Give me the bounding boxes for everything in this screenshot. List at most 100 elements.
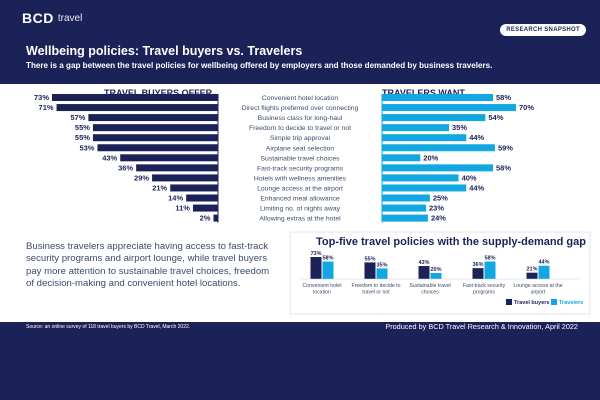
travelers-bar [382, 204, 427, 212]
mini-category-label: Lounge access at the [513, 283, 562, 289]
travelers-value-label: 54% [488, 113, 503, 122]
buyers-value-label: 21% [152, 183, 167, 192]
mini-travelers-bar [538, 265, 550, 279]
travelers-bar [382, 174, 459, 182]
mini-category-label: airport [531, 290, 546, 296]
travelers-bar [382, 144, 495, 152]
buyers-bar [88, 114, 218, 122]
mini-buyers-value: 73% [310, 251, 321, 257]
mini-travelers-bar [484, 261, 496, 279]
buyers-bar [152, 174, 218, 182]
mini-buyers-bar [418, 266, 430, 279]
legend-travelers-label: Travelers [559, 300, 583, 306]
travelers-value-label: 23% [429, 204, 444, 213]
category-label: Limiting no. of nights away [260, 206, 341, 213]
travelers-bar [382, 184, 467, 192]
mini-buyers-value: 43% [418, 260, 429, 266]
mini-buyers-bar [526, 272, 538, 279]
buyers-value-label: 55% [75, 133, 90, 142]
travelers-value-label: 58% [496, 163, 511, 172]
buyers-bar [56, 104, 219, 112]
mini-buyers-value: 21% [526, 267, 537, 273]
buyers-bar [120, 154, 218, 162]
butterfly-chart-group: 73% 58% Convenient hotel location 71% 70% Dir… [34, 93, 534, 223]
category-label: Lounge access at the airport [257, 185, 343, 192]
mini-travelers-value: 58% [484, 256, 495, 262]
travelers-value-label: 25% [433, 194, 448, 203]
mini-travelers-bar [376, 268, 388, 279]
buyers-bar [170, 184, 218, 192]
buyers-value-label: 57% [70, 113, 85, 122]
category-label: Allowing extras at the hotel [259, 216, 341, 223]
travelers-value-label: 59% [498, 143, 513, 152]
buyers-bar [52, 94, 218, 101]
mini-travelers-bar [430, 272, 442, 279]
buyers-value-label: 53% [79, 143, 94, 152]
left-column-title: TRAVEL BUYERS OFFER [104, 88, 213, 98]
travelers-bar [382, 134, 467, 142]
produced-by: Produced by BCD Travel Research & Innova… [385, 322, 578, 331]
travelers-bar [382, 214, 428, 222]
buyers-value-label: 29% [134, 173, 149, 182]
summary-paragraph: Business travelers appreciate having acc… [26, 241, 270, 290]
mini-travelers-bar [322, 261, 334, 279]
buyers-bar [97, 144, 218, 152]
travelers-value-label: 24% [431, 214, 446, 223]
category-label: Airplane seat selection [266, 145, 335, 152]
mini-buyers-value: 36% [472, 262, 483, 268]
travelers-value-label: 35% [452, 123, 467, 132]
travelers-value-label: 44% [469, 183, 484, 192]
right-column-title: TRAVELERS WANT [382, 88, 465, 98]
category-label: Simple trip approval [270, 135, 331, 142]
travelers-value-label: 70% [519, 103, 534, 112]
category-label: Hotels with wellness amenities [254, 175, 347, 182]
category-label: Fast-track security programs [257, 165, 344, 172]
buyers-bar [92, 134, 218, 142]
travelers-value-label: 44% [469, 133, 484, 142]
travelers-value-label: 58% [496, 93, 511, 102]
mini-category-label: location [313, 290, 331, 296]
buyers-value-label: 73% [34, 93, 49, 102]
legend-travelers-swatch [551, 299, 557, 305]
bcd-logo: BCD travel [22, 10, 82, 26]
mini-category-label: Sustainable travel [409, 283, 450, 289]
mini-chart-title: Top-five travel policies with the supply… [316, 236, 586, 248]
mini-category-label: travel or not [362, 290, 390, 296]
category-label: Sustainable travel choices [261, 155, 341, 162]
travelers-bar [382, 104, 516, 112]
mini-buyers-bar [364, 262, 376, 279]
mini-category-label: Fast-track security [463, 283, 506, 289]
category-label: Freedom to decide to travel or not [249, 125, 351, 132]
mini-travelers-value: 35% [376, 262, 387, 268]
travelers-value-label: 40% [462, 173, 477, 182]
travelers-bar [382, 114, 486, 122]
travelers-bar [382, 154, 421, 162]
buyers-bar [213, 214, 218, 222]
buyers-bar [92, 124, 218, 132]
buyers-value-label: 11% [175, 204, 190, 213]
mini-buyers-bar [472, 268, 484, 279]
header-band [0, 0, 600, 84]
buyers-value-label: 36% [118, 163, 133, 172]
buyers-bar [136, 164, 218, 172]
buyers-value-label: 14% [168, 194, 183, 203]
research-snapshot-badge: RESEARCH SNAPSHOT [500, 24, 586, 36]
travelers-bar [382, 164, 494, 172]
buyers-value-label: 71% [39, 103, 54, 112]
page-title: Wellbeing policies: Travel buyers vs. Tr… [26, 44, 303, 58]
category-label: Direct flights preferred over connecting [242, 105, 359, 112]
mini-buyers-value: 55% [364, 256, 375, 262]
mini-buyers-bar [310, 257, 322, 279]
mini-travelers-value: 58% [322, 256, 333, 262]
mini-travelers-value: 44% [538, 260, 549, 266]
buyers-value-label: 2% [200, 214, 211, 223]
category-label: Enhanced meal allowance [260, 196, 340, 203]
buyers-value-label: 55% [75, 123, 90, 132]
page-subtitle: There is a gap between the travel polici… [26, 61, 493, 70]
source-note: Source: an online survey of 118 travel b… [26, 324, 191, 330]
mini-category-label: programs [473, 290, 495, 296]
category-label: Business class for long-haul [258, 115, 343, 122]
buyers-bar [192, 204, 218, 212]
